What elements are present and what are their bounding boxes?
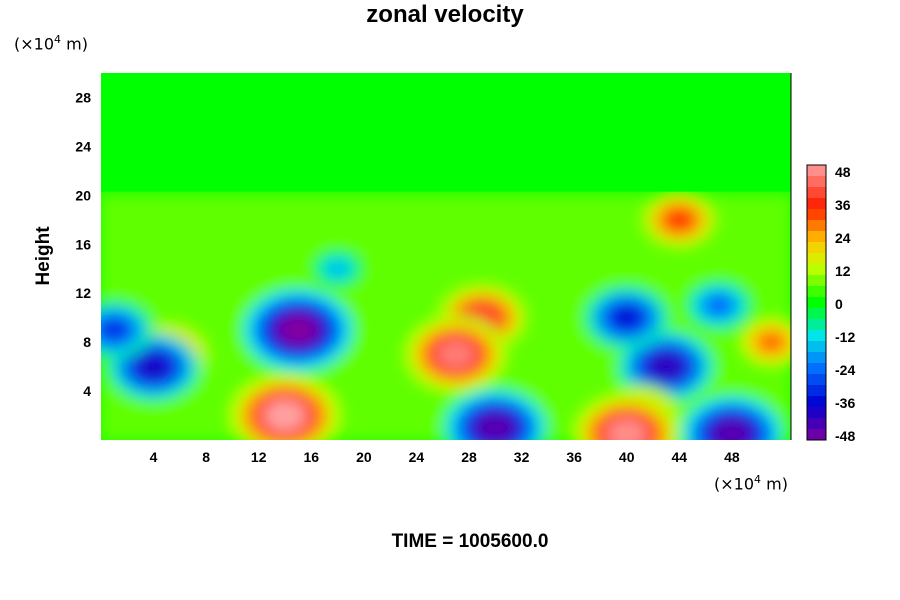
colorbar-swatch	[807, 407, 826, 419]
colorbar-swatch	[807, 308, 826, 320]
velocity-feature-17	[327, 261, 348, 277]
y-tick-label: 16	[75, 236, 91, 252]
y-axis: 4 8 12 16 20 24 28	[75, 89, 91, 399]
colorbar-swatch	[807, 385, 826, 397]
colorbar-swatch	[807, 374, 826, 386]
colorbar-swatch	[807, 187, 826, 199]
colorbar-tick-label: 36	[835, 197, 851, 213]
velocity-feature-16	[706, 295, 732, 315]
upper-layer	[101, 73, 791, 192]
velocity-feature-15	[757, 331, 786, 353]
colorbar-swatch	[807, 253, 826, 265]
colorbar-tick-label: -36	[835, 395, 855, 411]
velocity-feature-7	[610, 305, 643, 330]
x-axis-unit: (×104 m)	[714, 473, 788, 493]
velocity-field	[101, 73, 791, 440]
colorbar-swatch	[807, 198, 826, 210]
velocity-feature-3	[436, 339, 476, 370]
colorbar-tick-label: 24	[835, 230, 851, 246]
x-tick-label: 48	[724, 449, 740, 465]
colorbar-swatch	[807, 242, 826, 254]
colorbar-tick-label: 48	[835, 164, 851, 180]
colorbar-swatch	[807, 363, 826, 375]
velocity-feature-8	[663, 208, 695, 232]
x-tick-label: 4	[150, 449, 158, 465]
colorbar-swatch	[807, 297, 826, 309]
colorbar-tick-label: 0	[835, 296, 843, 312]
velocity-feature-10	[606, 418, 648, 440]
colorbar-tick-label: -24	[835, 362, 855, 378]
colorbar-swatch	[807, 209, 826, 221]
colorbar-swatch	[807, 418, 826, 430]
x-tick-label: 44	[671, 449, 687, 465]
y-tick-label: 4	[83, 383, 91, 399]
y-unit-prefix: (×10	[14, 34, 55, 54]
time-label: TIME = 1005600.0	[391, 531, 549, 552]
velocity-feature-4	[263, 399, 307, 432]
y-tick-label: 20	[75, 187, 91, 203]
x-tick-label: 16	[303, 449, 319, 465]
y-tick-label: 12	[75, 285, 91, 301]
colorbar-swatch	[807, 429, 826, 441]
colorbar-tick-label: 12	[835, 263, 851, 279]
colorbar-swatch	[807, 275, 826, 287]
y-axis-unit: (×104 m)	[14, 33, 88, 53]
velocity-feature-14	[101, 318, 129, 341]
x-tick-label: 40	[619, 449, 635, 465]
x-tick-label: 8	[202, 449, 210, 465]
x-tick-label: 20	[356, 449, 372, 465]
x-tick-label: 32	[514, 449, 530, 465]
y-tick-label: 8	[83, 334, 91, 350]
colorbar-swatch	[807, 352, 826, 364]
colorbar-swatch	[807, 319, 826, 331]
velocity-feature-11	[712, 418, 752, 440]
colorbar-swatch	[807, 341, 826, 353]
colorbar-swatch	[807, 286, 826, 298]
colorbar-tick-label: -48	[835, 428, 855, 444]
colorbar-swatch	[807, 396, 826, 408]
x-tick-label: 36	[566, 449, 582, 465]
x-tick-label: 28	[461, 449, 477, 465]
y-tick-label: 28	[75, 89, 91, 105]
x-unit-prefix: (×10	[714, 474, 755, 494]
colorbar-swatch	[807, 176, 826, 188]
y-unit-suffix: m)	[61, 34, 88, 54]
colorbar-swatch	[807, 165, 826, 177]
velocity-feature-5	[475, 412, 516, 440]
x-tick-label: 12	[251, 449, 267, 465]
x-unit-suffix: m)	[761, 474, 788, 494]
x-unit-exponent: 4	[754, 473, 762, 486]
colorbar-swatch	[807, 220, 826, 232]
colorbar-frame	[806, 164, 827, 441]
velocity-feature-13	[135, 353, 172, 380]
colorbar-swatch	[807, 231, 826, 243]
colorbar-tick-label: -12	[835, 329, 855, 345]
y-tick-label: 24	[75, 138, 91, 154]
velocity-feature-1	[276, 313, 320, 346]
colorbar-swatch	[807, 330, 826, 342]
x-axis: 4 8 12 16 20 24 28 32 36 40 44 48	[150, 449, 740, 465]
colorbar-swatch	[807, 264, 826, 276]
y-unit-exponent: 4	[54, 33, 62, 46]
x-tick-label: 24	[409, 449, 425, 465]
colorbar: 48 36 24 12 0 -12 -24 -36 -48	[806, 164, 855, 444]
velocity-feature-6	[647, 352, 685, 381]
chart-title: zonal velocity	[366, 1, 524, 28]
